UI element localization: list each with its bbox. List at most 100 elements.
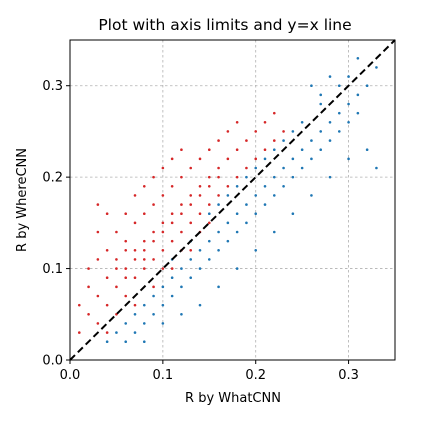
blue-data-point [226, 239, 230, 243]
blue-data-point [291, 130, 295, 133]
blue-data-point [300, 148, 304, 152]
red-data-point [217, 139, 220, 142]
blue-data-point [347, 120, 350, 124]
blue-data-point [347, 102, 350, 106]
data-points [77, 56, 378, 344]
blue-data-point [217, 285, 220, 289]
chart-title: Plot with axis limits and y=x line [98, 16, 351, 34]
blue-data-point [142, 303, 146, 307]
red-data-point [207, 148, 211, 152]
red-data-point [235, 148, 239, 152]
blue-data-point [152, 294, 155, 298]
red-data-point [142, 239, 146, 243]
blue-data-point [291, 157, 295, 161]
blue-data-point [105, 340, 109, 344]
red-data-point [282, 130, 285, 133]
red-data-point [189, 248, 193, 252]
blue-data-point [152, 312, 155, 316]
red-data-point [152, 285, 155, 289]
blue-data-point [356, 111, 360, 115]
blue-data-point [328, 175, 332, 179]
x-tick-label: 0.1 [153, 368, 174, 383]
blue-data-point [207, 239, 211, 243]
blue-data-point [217, 230, 220, 234]
blue-data-point [291, 175, 295, 179]
blue-data-point [319, 93, 323, 97]
blue-data-point [254, 194, 258, 197]
red-data-point [170, 157, 174, 161]
red-data-point [161, 194, 165, 197]
red-data-point [161, 166, 165, 170]
red-data-point [142, 248, 146, 252]
blue-data-point [161, 303, 165, 307]
red-data-point [170, 212, 174, 216]
blue-data-point [161, 285, 165, 289]
blue-data-point [124, 340, 128, 344]
blue-data-point [142, 322, 146, 325]
red-data-point [180, 212, 183, 216]
red-data-point [161, 248, 165, 252]
red-data-point [226, 130, 230, 133]
blue-data-point [263, 157, 267, 161]
blue-data-point [254, 212, 258, 216]
blue-data-point [263, 203, 267, 206]
red-data-point [180, 148, 183, 152]
red-data-point [180, 175, 183, 179]
red-data-point [105, 276, 109, 280]
red-data-point [152, 230, 155, 234]
blue-data-point [217, 248, 220, 252]
blue-data-point [337, 111, 341, 115]
red-data-point [105, 303, 109, 307]
red-data-point [133, 276, 137, 280]
blue-data-point [133, 331, 137, 334]
blue-data-point [207, 212, 211, 216]
red-data-point [133, 221, 137, 225]
blue-data-point [319, 148, 323, 152]
red-data-point [272, 111, 276, 115]
red-data-point [133, 303, 137, 307]
blue-data-point [189, 258, 193, 261]
red-data-point [180, 230, 183, 234]
red-data-point [161, 267, 165, 270]
blue-data-point [272, 148, 276, 152]
blue-data-point [170, 294, 174, 298]
red-data-point [254, 157, 258, 161]
red-data-point [105, 248, 109, 252]
red-data-point [152, 203, 155, 206]
blue-data-point [365, 84, 369, 88]
blue-data-point [356, 93, 360, 97]
red-data-point [245, 139, 248, 142]
blue-data-point [142, 340, 146, 344]
red-data-point [115, 230, 118, 234]
red-data-point [152, 175, 155, 179]
blue-data-point [245, 175, 248, 179]
blue-data-point [337, 130, 341, 133]
blue-data-point [235, 267, 239, 270]
red-data-point [115, 285, 118, 289]
blue-data-point [115, 331, 118, 334]
red-data-point [161, 230, 165, 234]
identity-line-layer [69, 39, 396, 361]
y-tick-label: 0.1 [42, 262, 63, 277]
blue-data-point [347, 75, 350, 78]
blue-data-point [198, 267, 202, 270]
red-data-point [189, 166, 193, 170]
red-data-point [133, 258, 137, 261]
red-data-point [272, 139, 276, 142]
red-data-point [254, 130, 258, 133]
red-data-point [87, 267, 90, 270]
red-data-point [263, 120, 267, 124]
red-data-point [226, 157, 230, 161]
red-data-point [207, 221, 211, 225]
blue-data-point [356, 56, 360, 60]
red-data-point [152, 258, 155, 261]
blue-data-point [245, 221, 248, 225]
red-data-point [263, 148, 267, 152]
red-data-point [170, 221, 174, 225]
red-data-point [77, 331, 81, 334]
blue-data-point [226, 221, 230, 225]
red-data-point [142, 258, 146, 261]
red-data-point [207, 175, 211, 179]
